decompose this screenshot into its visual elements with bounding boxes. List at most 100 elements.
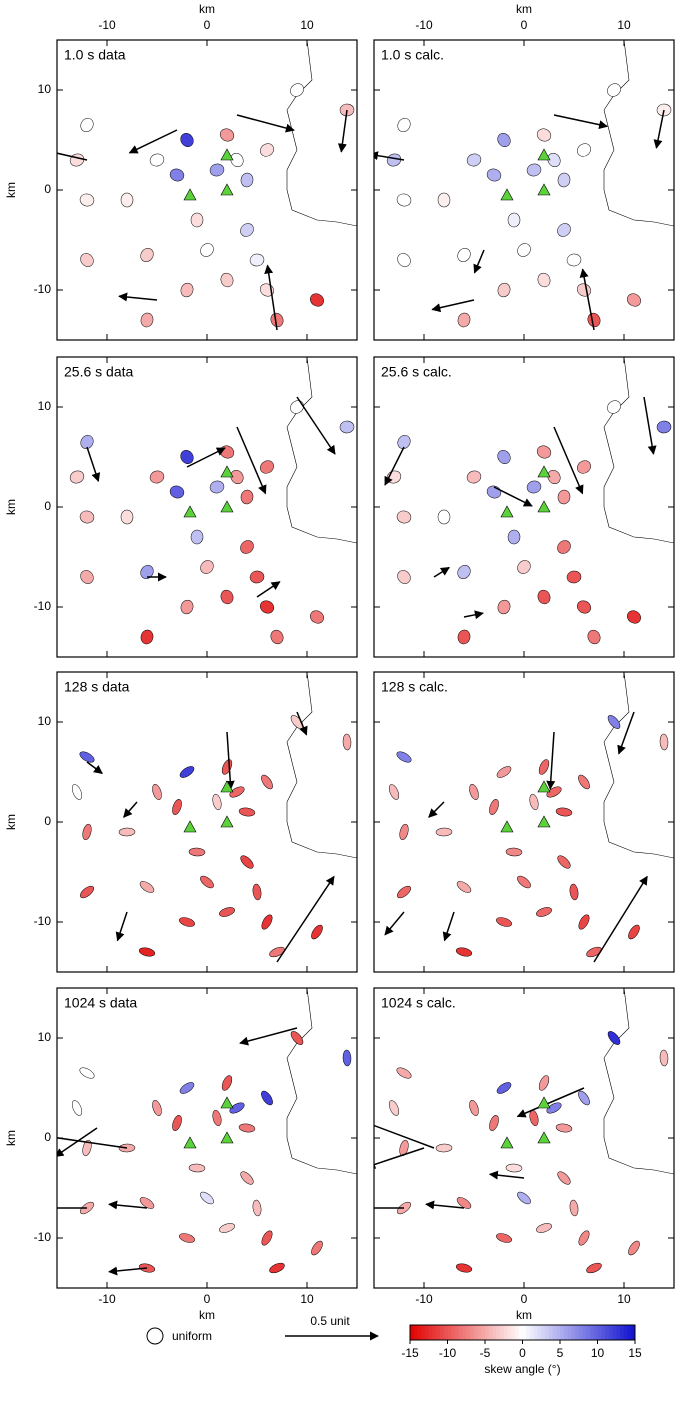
colorbar-step — [526, 1325, 531, 1340]
panel-title: 1.0 s calc. — [381, 47, 444, 63]
induction-arrow — [488, 1170, 525, 1180]
skew-ellipse — [172, 799, 182, 815]
y-axis-label: km — [4, 814, 18, 830]
induction-arrow — [57, 1137, 128, 1149]
skew-ellipse — [269, 1262, 285, 1274]
induction-arrow — [653, 109, 665, 149]
volcano — [537, 1096, 551, 1109]
y-tick-label: -10 — [34, 1230, 52, 1244]
skew-ellipse — [219, 128, 235, 142]
induction-arrow — [473, 249, 485, 274]
skew-ellipse — [627, 610, 641, 624]
skew-ellipse — [489, 1115, 499, 1131]
skew-ellipse — [188, 847, 206, 857]
skew-ellipse — [469, 784, 479, 800]
colorbar-step — [425, 1325, 430, 1340]
colorbar-tick-label: -15 — [401, 1346, 419, 1360]
volcano — [500, 1136, 514, 1149]
volcano — [183, 505, 197, 518]
colorbar-step — [548, 1325, 553, 1340]
skew-ellipse — [310, 610, 324, 624]
colorbar-step — [410, 1325, 415, 1340]
skew-ellipse — [517, 875, 531, 889]
skew-ellipse — [179, 917, 195, 927]
skew-ellipse — [496, 1082, 512, 1094]
skew-ellipse — [220, 589, 234, 605]
skew-ellipse — [557, 172, 571, 188]
panel-title: 1024 s data — [64, 995, 137, 1011]
colorbar-step — [492, 1325, 497, 1340]
skew-ellipse — [517, 243, 531, 257]
volcano — [537, 780, 551, 793]
skew-ellipse — [140, 565, 154, 579]
skew-ellipse — [200, 560, 214, 574]
volcano — [537, 183, 551, 196]
skew-ellipse — [180, 450, 194, 464]
skew-ellipse — [139, 881, 155, 893]
x-tick-label: 10 — [617, 1292, 631, 1306]
induction-arrow — [256, 581, 281, 598]
skew-ellipse — [627, 293, 641, 307]
y-tick-label: 0 — [44, 814, 51, 828]
skew-ellipse — [179, 1233, 195, 1243]
skew-ellipse — [607, 83, 621, 97]
skew-ellipse — [557, 1171, 571, 1185]
skew-ellipse — [221, 1075, 233, 1091]
skew-ellipse — [388, 784, 400, 800]
skew-ellipse — [80, 434, 94, 450]
induction-arrow — [384, 911, 405, 936]
colorbar-step — [473, 1325, 478, 1340]
colorbar-step — [616, 1325, 621, 1340]
skew-ellipse — [526, 480, 542, 494]
y-tick-label: -10 — [34, 914, 52, 928]
induction-arrow — [128, 129, 178, 154]
skew-ellipse — [209, 163, 225, 177]
skew-ellipse — [399, 823, 409, 841]
volcano — [220, 1131, 234, 1144]
colorbar-step — [458, 1325, 463, 1340]
legend-uniform: uniform — [172, 1329, 212, 1343]
skew-ellipse — [507, 212, 521, 228]
induction-arrow — [115, 911, 128, 942]
colorbar-step — [593, 1325, 598, 1340]
skew-ellipse — [200, 243, 214, 257]
induction-arrow — [123, 801, 138, 818]
skew-ellipse — [342, 733, 352, 751]
panel-frame — [56, 671, 358, 973]
volcano — [220, 183, 234, 196]
skew-ellipse — [569, 1199, 579, 1217]
skew-ellipse — [578, 1230, 590, 1246]
y-tick-label: 0 — [44, 1130, 51, 1144]
y-tick-label: 0 — [44, 182, 51, 196]
skew-ellipse — [152, 1100, 162, 1116]
induction-arrow — [108, 1200, 148, 1210]
skew-ellipse — [249, 253, 265, 267]
colorbar-step — [485, 1325, 490, 1340]
colorbar-step — [522, 1325, 527, 1340]
colorbar-label: skew angle (°) — [484, 1362, 560, 1376]
colorbar-step — [530, 1325, 535, 1340]
y-tick-label: 10 — [38, 714, 52, 728]
colorbar-step — [578, 1325, 583, 1340]
skew-ellipse — [188, 1163, 206, 1173]
skew-ellipse — [149, 470, 165, 484]
skew-ellipse — [497, 599, 511, 615]
skew-ellipse — [120, 192, 134, 208]
skew-ellipse — [190, 212, 204, 228]
colorbar-step — [443, 1325, 448, 1340]
skew-ellipse — [396, 510, 412, 524]
colorbar-step — [507, 1325, 512, 1340]
skew-ellipse — [437, 192, 451, 208]
skew-ellipse — [149, 153, 165, 167]
skew-ellipse — [180, 599, 194, 615]
skew-ellipse — [397, 253, 411, 267]
colorbar-step — [470, 1325, 475, 1340]
colorbar-step — [440, 1325, 445, 1340]
colorbar-tick-label: 10 — [591, 1346, 605, 1360]
induction-arrow — [57, 152, 88, 161]
skew-ellipse — [139, 1197, 155, 1209]
skew-ellipse — [507, 529, 521, 545]
x-tick-label: 10 — [300, 1292, 314, 1306]
colorbar-step — [608, 1325, 613, 1340]
y-tick-label: 10 — [38, 1030, 52, 1044]
